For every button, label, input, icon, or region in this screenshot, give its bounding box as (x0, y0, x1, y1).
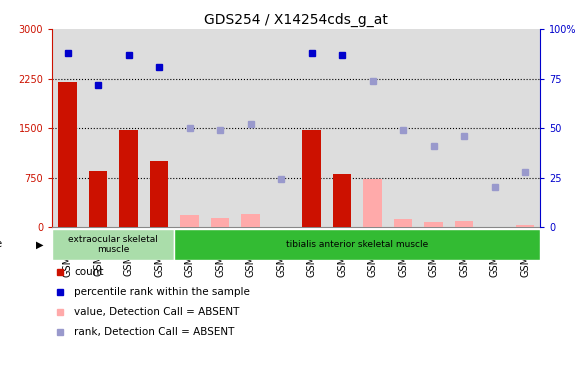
Bar (327, 29, 357, 227)
Bar (211, 219, 229, 227)
Text: percentile rank within the sample: percentile rank within the sample (74, 287, 250, 297)
Bar (424, 222, 443, 227)
Bar (418, 29, 449, 227)
Text: extraocular skeletal
muscle: extraocular skeletal muscle (69, 235, 158, 254)
Bar (52, 29, 83, 227)
Text: tibialis anterior skeletal muscle: tibialis anterior skeletal muscle (286, 240, 428, 249)
Bar (296, 29, 327, 227)
Bar (516, 225, 534, 227)
Bar (455, 221, 473, 227)
Bar (144, 29, 174, 227)
Bar (449, 29, 479, 227)
Bar (394, 219, 412, 227)
Bar (113, 29, 144, 227)
Bar (363, 179, 382, 227)
Bar (235, 29, 266, 227)
Bar (302, 130, 321, 227)
Bar (58, 82, 77, 227)
Text: ▶: ▶ (36, 239, 44, 249)
Text: value, Detection Call = ABSENT: value, Detection Call = ABSENT (74, 307, 239, 317)
Bar (479, 29, 510, 227)
Bar (510, 29, 540, 227)
Bar (180, 215, 199, 227)
Bar (333, 174, 351, 227)
Bar (150, 161, 168, 227)
Bar (83, 29, 113, 227)
Bar (266, 29, 296, 227)
Bar (52, 229, 174, 260)
Bar (174, 229, 540, 260)
Bar (89, 171, 107, 227)
Bar (388, 29, 418, 227)
Bar (174, 29, 205, 227)
Bar (205, 29, 235, 227)
Bar (357, 29, 388, 227)
Text: count: count (74, 267, 104, 277)
Text: rank, Detection Call = ABSENT: rank, Detection Call = ABSENT (74, 327, 235, 337)
Bar (119, 130, 138, 227)
Bar (241, 214, 260, 227)
Title: GDS254 / X14254cds_g_at: GDS254 / X14254cds_g_at (205, 13, 388, 27)
Text: tissue: tissue (0, 239, 3, 249)
